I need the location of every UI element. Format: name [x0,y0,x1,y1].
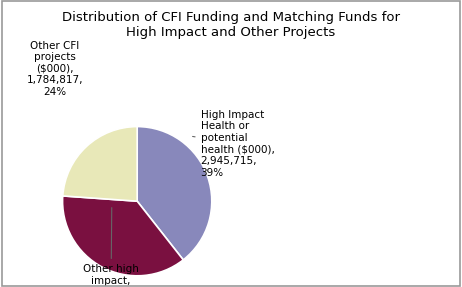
Text: Other high
impact,
2,744,556,
37%: Other high impact, 2,744,556, 37% [83,208,140,287]
Text: Other CFI
projects
($000),
1,784,817,
24%: Other CFI projects ($000), 1,784,817, 24… [27,41,83,97]
Wedge shape [137,127,212,260]
Wedge shape [62,196,183,276]
Text: High Impact
Health or
potential
health ($000),
2,945,715,
39%: High Impact Health or potential health (… [193,110,274,177]
Wedge shape [63,127,137,201]
Text: Distribution of CFI Funding and Matching Funds for
High Impact and Other Project: Distribution of CFI Funding and Matching… [62,11,400,40]
